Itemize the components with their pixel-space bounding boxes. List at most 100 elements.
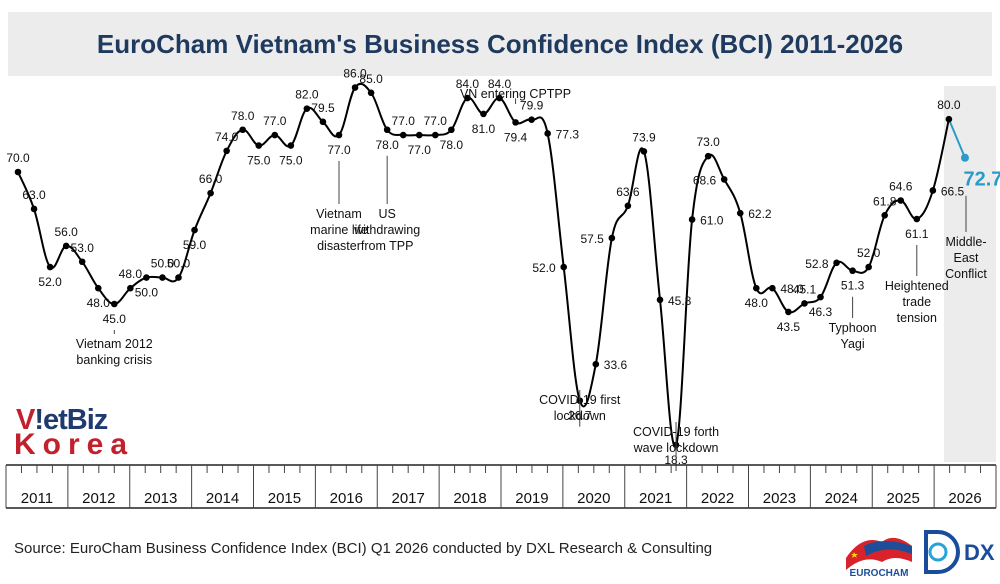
annotation-text: US — [378, 207, 395, 221]
data-label: 61.8 — [873, 194, 897, 208]
data-label: 77.0 — [408, 143, 432, 157]
data-point — [945, 115, 953, 123]
year-label: 2017 — [392, 490, 425, 507]
data-label: 45.8 — [668, 294, 692, 308]
data-label: 73.9 — [632, 130, 656, 144]
data-point — [255, 142, 263, 149]
vietbiz-logo-etbiz: etBiz — [43, 404, 108, 436]
data-label: 63.6 — [616, 185, 640, 199]
vietbiz-logo-line2: Korea — [14, 428, 135, 461]
data-point — [319, 118, 327, 126]
data-label: 77.0 — [263, 114, 287, 128]
data-label: 77.0 — [392, 114, 416, 128]
vietbiz-logo-line1: V!etBiz — [16, 404, 108, 437]
year-label: 2011 — [21, 490, 53, 507]
annotation-text: lockdown — [554, 409, 606, 423]
annotation-text: East — [953, 251, 979, 265]
vietbiz-korea-logo: V!etBiz Korea — [10, 398, 150, 468]
year-label: 2021 — [639, 490, 672, 507]
data-label: 48.0 — [780, 282, 804, 296]
data-point — [399, 131, 407, 139]
eurocham-logo: EUROCHAM — [846, 537, 912, 578]
data-point — [849, 267, 856, 275]
data-point — [175, 274, 182, 281]
data-label: 86.0 — [343, 67, 367, 81]
data-label: 45.1 — [793, 282, 817, 296]
data-point — [913, 215, 921, 223]
data-point — [624, 202, 632, 210]
data-point — [351, 84, 359, 91]
annotation-text: COVID-19 first — [539, 393, 621, 407]
data-label: 50.0 — [135, 286, 159, 300]
data-label: 79.5 — [311, 101, 335, 115]
annotation-text: Typhoon — [829, 321, 877, 335]
data-point — [46, 263, 54, 271]
data-point — [127, 284, 134, 292]
annotation-text: trade — [903, 295, 932, 309]
data-point — [640, 148, 648, 155]
data-label: 70.0 — [6, 151, 30, 165]
data-point — [833, 259, 840, 267]
data-label: 78.0 — [440, 138, 464, 152]
vietbiz-logo-v: V — [16, 404, 35, 436]
data-point — [929, 187, 937, 194]
data-label: 62.2 — [748, 207, 772, 221]
dxl-logo: DXL — [924, 530, 996, 574]
data-point — [223, 147, 230, 155]
data-point — [608, 234, 616, 242]
data-point — [769, 284, 776, 292]
data-point — [785, 308, 792, 316]
dxl-logo-text: DXL — [964, 540, 996, 565]
latest-value-label: 72.7 — [963, 169, 1000, 191]
year-label: 2014 — [206, 490, 239, 507]
year-label: 2016 — [330, 490, 363, 507]
year-label: 2025 — [887, 490, 920, 507]
data-label: 77.0 — [424, 114, 448, 128]
data-point — [415, 131, 423, 139]
annotation-text: Heightened — [885, 279, 949, 293]
annotation-text: Vietnam 2012 — [76, 337, 153, 351]
data-point — [801, 300, 808, 307]
annotation-text: COVID-19 forth — [633, 425, 719, 439]
data-label: 68.6 — [693, 173, 717, 187]
year-label: 2020 — [577, 490, 610, 507]
data-label: 66.0 — [199, 172, 223, 186]
data-label: 63.0 — [22, 188, 46, 202]
annotation-text: Middle- — [946, 235, 987, 249]
year-label: 2019 — [515, 490, 548, 507]
data-point — [560, 263, 567, 271]
annotation-text: tension — [897, 311, 937, 325]
year-label: 2013 — [144, 490, 177, 507]
data-label: 33.6 — [604, 358, 628, 372]
data-point — [865, 263, 872, 271]
data-point — [159, 274, 166, 281]
data-label: 45.0 — [103, 312, 127, 326]
data-point — [207, 189, 214, 197]
data-point — [30, 205, 38, 213]
data-label: 61.0 — [700, 214, 724, 228]
data-label: 59.0 — [183, 238, 207, 252]
data-point — [287, 142, 295, 149]
data-label: 46.3 — [809, 305, 833, 319]
annotation-text: Conflict — [945, 267, 987, 281]
data-point — [383, 126, 391, 134]
annotation-text: disaster — [317, 239, 361, 253]
vietbiz-logo-excl: ! — [34, 404, 44, 436]
data-point — [62, 242, 70, 250]
year-label: 2026 — [948, 490, 981, 507]
source-note: Source: EuroCham Business Confidence Ind… — [14, 540, 713, 557]
data-point — [881, 211, 888, 219]
data-point — [753, 284, 760, 292]
data-point — [14, 168, 22, 176]
data-label: 64.6 — [889, 180, 913, 194]
eurocham-logo-text: EUROCHAM — [850, 568, 909, 578]
annotation-text: withdrawing — [353, 223, 420, 237]
data-label: 48.0 — [745, 296, 769, 310]
data-label: 57.5 — [580, 232, 604, 246]
data-label: 73.0 — [696, 135, 720, 149]
data-point — [111, 300, 118, 308]
data-label: 48.0 — [87, 296, 111, 310]
data-label: 52.0 — [532, 261, 556, 275]
data-point — [817, 293, 824, 301]
